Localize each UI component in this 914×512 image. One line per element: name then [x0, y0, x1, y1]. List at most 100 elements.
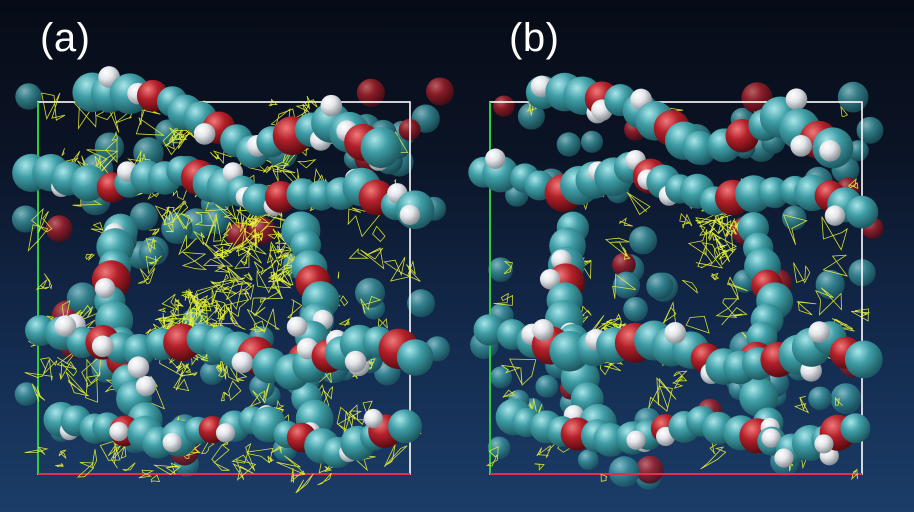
- density-isosurface: [246, 308, 280, 334]
- carbon-atom: [556, 132, 581, 157]
- density-isosurface: [732, 227, 738, 235]
- density-isosurface: [165, 462, 181, 475]
- hydrogen-atom: [135, 375, 157, 397]
- density-isosurface: [336, 406, 356, 433]
- carbon-atom: [646, 272, 674, 300]
- density-isosurface: [672, 374, 684, 389]
- density-isosurface: [192, 284, 221, 302]
- density-isosurface: [210, 277, 246, 294]
- density-isosurface: [348, 248, 370, 259]
- density-isosurface: [295, 473, 314, 494]
- density-isosurface: [213, 299, 239, 325]
- density-isosurface: [280, 168, 300, 188]
- carbon-atom: [488, 257, 513, 282]
- density-isosurface: [622, 247, 631, 260]
- density-isosurface: [35, 279, 50, 290]
- density-isosurface: [383, 256, 411, 282]
- carbon-atom: [490, 366, 513, 389]
- density-isosurface: [600, 473, 608, 482]
- hydrogen-atom: [231, 351, 254, 374]
- density-isosurface: [243, 272, 253, 282]
- density-isosurface: [814, 287, 842, 316]
- density-isosurface: [216, 303, 226, 320]
- density-isosurface: [85, 378, 99, 403]
- density-isosurface: [76, 462, 95, 478]
- carbon-atom: [623, 296, 648, 322]
- density-isosurface: [122, 462, 136, 472]
- density-isosurface: [615, 313, 622, 322]
- density-isosurface: [237, 246, 252, 258]
- front-layer: [12, 66, 435, 469]
- density-isosurface: [194, 211, 216, 227]
- carbon-atom: [487, 436, 511, 460]
- density-isosurface: [240, 257, 248, 266]
- hydrogen-atom: [215, 423, 236, 443]
- carbon-atom: [388, 409, 422, 444]
- carbon-atom: [517, 102, 545, 130]
- density-isosurface: [24, 446, 49, 455]
- front-layer: [468, 72, 883, 468]
- hydrogen-atom: [785, 88, 808, 111]
- density-isosurface: [218, 302, 233, 323]
- hydrogen-atom: [824, 205, 846, 226]
- carbon-atom: [612, 271, 641, 299]
- density-isosurface: [509, 358, 537, 386]
- density-isosurface: [821, 216, 848, 251]
- density-isosurface: [175, 363, 184, 370]
- density-isosurface: [406, 260, 421, 282]
- mesh-layer: [485, 96, 871, 482]
- density-isosurface: [204, 212, 222, 246]
- oxygen-atom: [426, 77, 454, 106]
- density-isosurface: [493, 292, 514, 306]
- density-isosurface: [185, 442, 203, 457]
- density-isosurface: [163, 206, 175, 226]
- density-isosurface: [220, 238, 232, 247]
- density-isosurface: [851, 468, 858, 481]
- carbon-atom: [396, 339, 434, 376]
- carbon-atom: [66, 282, 99, 315]
- density-isosurface: [41, 92, 66, 121]
- density-isosurface: [105, 139, 118, 164]
- density-isosurface: [687, 229, 708, 256]
- density-isosurface: [724, 229, 734, 253]
- density-isosurface: [145, 255, 159, 275]
- density-isosurface: [834, 397, 843, 406]
- density-isosurface: [224, 227, 247, 254]
- density-isosurface: [290, 468, 306, 483]
- hydrogen-atom: [539, 269, 561, 290]
- carbon-atom: [608, 456, 640, 488]
- hydrogen-atom: [485, 148, 506, 169]
- density-isosurface: [213, 249, 233, 259]
- density-isosurface: [263, 164, 274, 174]
- density-isosurface: [847, 178, 859, 190]
- density-isosurface: [55, 463, 64, 468]
- density-isosurface: [699, 225, 716, 236]
- density-isosurface: [685, 315, 710, 334]
- hydrogen-atom: [532, 319, 554, 341]
- panel-label-b: (b): [509, 16, 560, 60]
- hydrogen-atom: [127, 356, 150, 379]
- density-isosurface: [111, 131, 119, 142]
- density-isosurface: [44, 273, 53, 290]
- density-isosurface: [362, 358, 376, 370]
- density-isosurface: [198, 298, 207, 309]
- density-isosurface: [59, 361, 78, 381]
- density-isosurface: [536, 445, 551, 459]
- density-isosurface: [337, 410, 363, 440]
- density-isosurface: [56, 348, 79, 370]
- density-isosurface: [200, 441, 215, 454]
- hydrogen-atom: [320, 94, 343, 117]
- density-isosurface: [851, 308, 871, 322]
- density-isosurface: [178, 234, 197, 256]
- density-isosurface: [270, 439, 285, 454]
- hydrogen-atom: [626, 430, 646, 450]
- density-isosurface: [169, 308, 178, 320]
- density-isosurface: [695, 217, 714, 227]
- carbon-atom: [11, 205, 39, 233]
- carbon-atom: [355, 277, 386, 308]
- density-isosurface: [348, 400, 373, 425]
- density-isosurface: [166, 206, 175, 215]
- density-isosurface: [61, 299, 82, 328]
- density-isosurface: [31, 383, 46, 402]
- density-isosurface: [137, 267, 156, 285]
